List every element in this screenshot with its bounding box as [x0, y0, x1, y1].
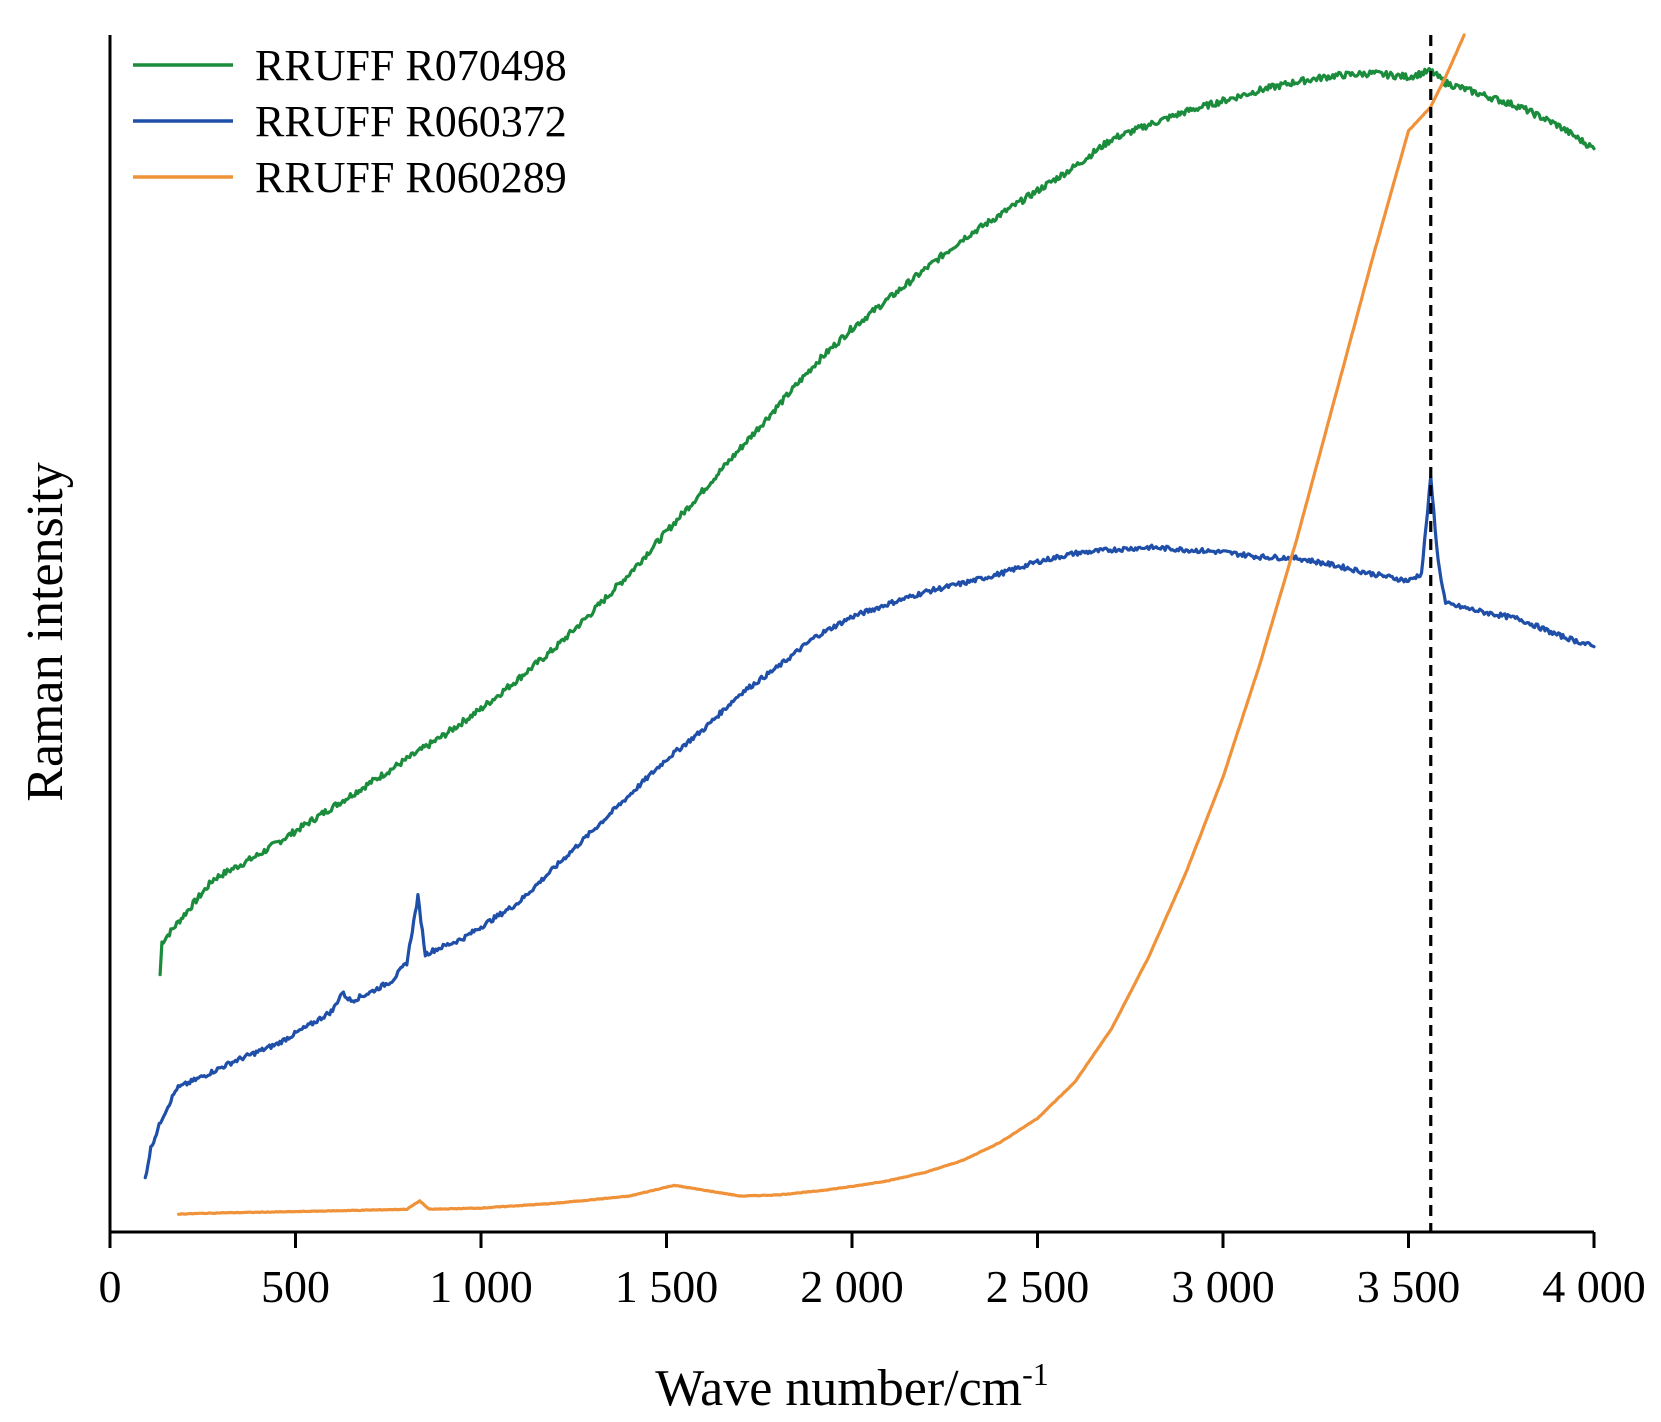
x-axis-title: Wave number/cm-1: [655, 1356, 1049, 1417]
x-tick-label: 3 500: [1357, 1261, 1461, 1312]
axes: [108, 35, 1594, 1234]
x-tick-label: 1 500: [615, 1261, 719, 1312]
x-tick-label: 2 500: [986, 1261, 1090, 1312]
x-tick-label: 2 000: [800, 1261, 904, 1312]
x-axis-title-superscript: -1: [1022, 1356, 1049, 1392]
x-axis-title-text: Wave number/cm: [655, 1360, 1022, 1417]
x-tick-label: 4 000: [1542, 1261, 1646, 1312]
x-ticks: 0 500 1 000 1 500 2 000 2 500 3 000 3 500 4 000: [99, 1232, 1646, 1312]
series-line-3: [177, 33, 1466, 1216]
legend-label-2: RRUFF R060372: [255, 97, 567, 146]
series-layer: [143, 33, 1596, 1216]
series-line-1: [158, 67, 1596, 977]
legend-label-1: RRUFF R070498: [255, 41, 567, 90]
series-line-2: [143, 474, 1596, 1180]
x-tick-label: 1 000: [429, 1261, 533, 1312]
x-tick-label: 0: [99, 1261, 122, 1312]
legend: RRUFF R070498 RRUFF R060372 RRUFF R060289: [133, 41, 567, 202]
x-tick-label: 3 000: [1171, 1261, 1275, 1312]
y-axis-title: Raman intensity: [17, 462, 74, 801]
legend-label-3: RRUFF R060289: [255, 153, 567, 202]
x-tick-label: 500: [261, 1261, 330, 1312]
